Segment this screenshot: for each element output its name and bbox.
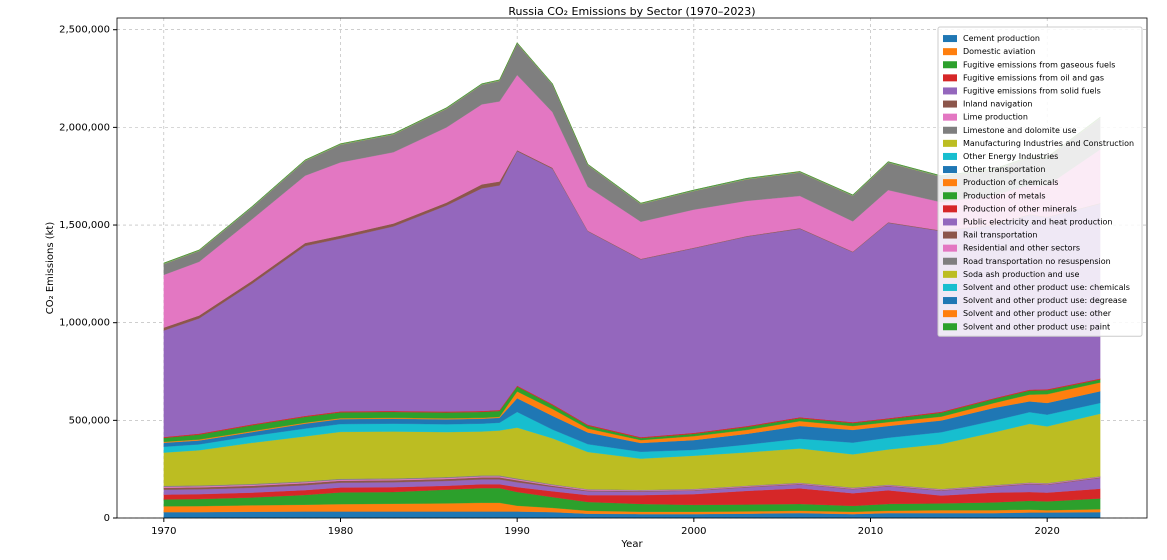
y-axis-label: CO₂ Emissions (kt) (45, 222, 56, 315)
y-tick-label: 2,500,000 (59, 25, 110, 36)
legend-label: Road transportation no resuspension (963, 257, 1111, 266)
legend-label: Soda ash production and use (963, 270, 1080, 279)
x-tick-label: 1990 (504, 526, 529, 537)
legend-swatch (943, 152, 957, 160)
legend-swatch (943, 113, 957, 121)
legend-label: Domestic aviation (963, 47, 1035, 56)
legend-swatch (943, 205, 957, 213)
legend-label: Fugitive emissions from gaseous fuels (963, 60, 1115, 69)
legend-label: Solvent and other product use: other (963, 309, 1112, 318)
legend-swatch (943, 166, 957, 174)
legend-swatch (943, 179, 957, 187)
legend-swatch (943, 74, 957, 82)
y-tick-label: 2,000,000 (59, 122, 110, 133)
x-tick-label: 2020 (1034, 526, 1059, 537)
legend-swatch (943, 218, 957, 226)
legend-swatch (943, 87, 957, 95)
legend-swatch (943, 192, 957, 200)
legend-label: Public electricity and heat production (963, 217, 1113, 226)
legend-swatch (943, 61, 957, 69)
legend-swatch (943, 100, 957, 108)
legend-label: Lime production (963, 113, 1028, 122)
legend-swatch (943, 283, 957, 291)
y-tick-label: 0 (104, 513, 110, 524)
y-tick-label: 500,000 (69, 415, 110, 426)
legend-swatch (943, 244, 957, 252)
legend-label: Production of chemicals (963, 178, 1058, 187)
legend-label: Solvent and other product use: paint (963, 322, 1110, 331)
legend-label: Other Energy Industries (963, 152, 1058, 161)
legend-swatch (943, 48, 957, 56)
legend-label: Production of other minerals (963, 204, 1077, 213)
x-axis-label: Year (620, 539, 643, 550)
x-tick-label: 1980 (328, 526, 353, 537)
legend-box (937, 26, 1143, 337)
legend-swatch (943, 297, 957, 305)
legend-swatch (943, 323, 957, 331)
legend-swatch (943, 257, 957, 265)
y-tick-label: 1,500,000 (59, 220, 110, 231)
legend-label: Production of metals (963, 191, 1046, 200)
legend-swatch (943, 270, 957, 278)
legend-label: Fugitive emissions from oil and gas (963, 73, 1104, 82)
legend-label: Rail transportation (963, 231, 1037, 240)
x-tick-label: 2000 (681, 526, 706, 537)
legend-label: Manufacturing Industries and Constructio… (963, 139, 1134, 148)
plot-frame (116, 17, 1148, 519)
legend-swatch (943, 231, 957, 239)
legend-label: Residential and other sectors (963, 244, 1080, 253)
legend-label: Fugitive emissions from solid fuels (963, 86, 1101, 95)
legend-label: Inland navigation (963, 100, 1032, 109)
legend-label: Other transportation (963, 165, 1045, 174)
legend-label: Solvent and other product use: degrease (963, 296, 1127, 305)
legend-swatch (943, 139, 957, 147)
legend-label: Cement production (963, 34, 1040, 43)
legend-swatch (943, 126, 957, 134)
legend-swatch (943, 35, 957, 43)
legend-label: Limestone and dolomite use (963, 126, 1077, 135)
x-tick-label: 1970 (151, 526, 176, 537)
legend-swatch (943, 310, 957, 318)
legend-label: Solvent and other product use: chemicals (963, 283, 1130, 292)
x-tick-label: 2010 (858, 526, 883, 537)
y-tick-label: 1,000,000 (59, 318, 110, 329)
chart-title: Russia CO₂ Emissions by Sector (1970–202… (508, 5, 755, 18)
